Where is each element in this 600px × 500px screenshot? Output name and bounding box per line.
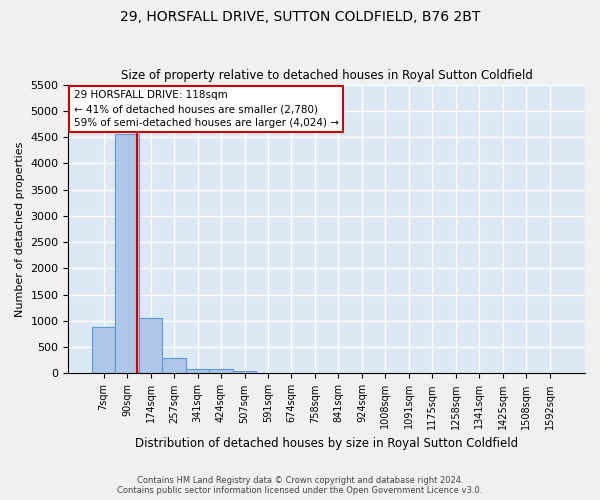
X-axis label: Distribution of detached houses by size in Royal Sutton Coldfield: Distribution of detached houses by size … xyxy=(135,437,518,450)
Bar xyxy=(92,327,115,374)
Bar xyxy=(163,358,186,374)
Bar xyxy=(233,371,256,374)
Title: Size of property relative to detached houses in Royal Sutton Coldfield: Size of property relative to detached ho… xyxy=(121,69,533,82)
Bar xyxy=(186,368,209,374)
Bar xyxy=(209,369,233,374)
Bar xyxy=(115,134,139,374)
Text: Contains HM Land Registry data © Crown copyright and database right 2024.
Contai: Contains HM Land Registry data © Crown c… xyxy=(118,476,482,495)
Bar xyxy=(139,318,163,374)
Y-axis label: Number of detached properties: Number of detached properties xyxy=(15,142,25,316)
Text: 29, HORSFALL DRIVE, SUTTON COLDFIELD, B76 2BT: 29, HORSFALL DRIVE, SUTTON COLDFIELD, B7… xyxy=(120,10,480,24)
Text: 29 HORSFALL DRIVE: 118sqm
← 41% of detached houses are smaller (2,780)
59% of se: 29 HORSFALL DRIVE: 118sqm ← 41% of detac… xyxy=(74,90,338,128)
